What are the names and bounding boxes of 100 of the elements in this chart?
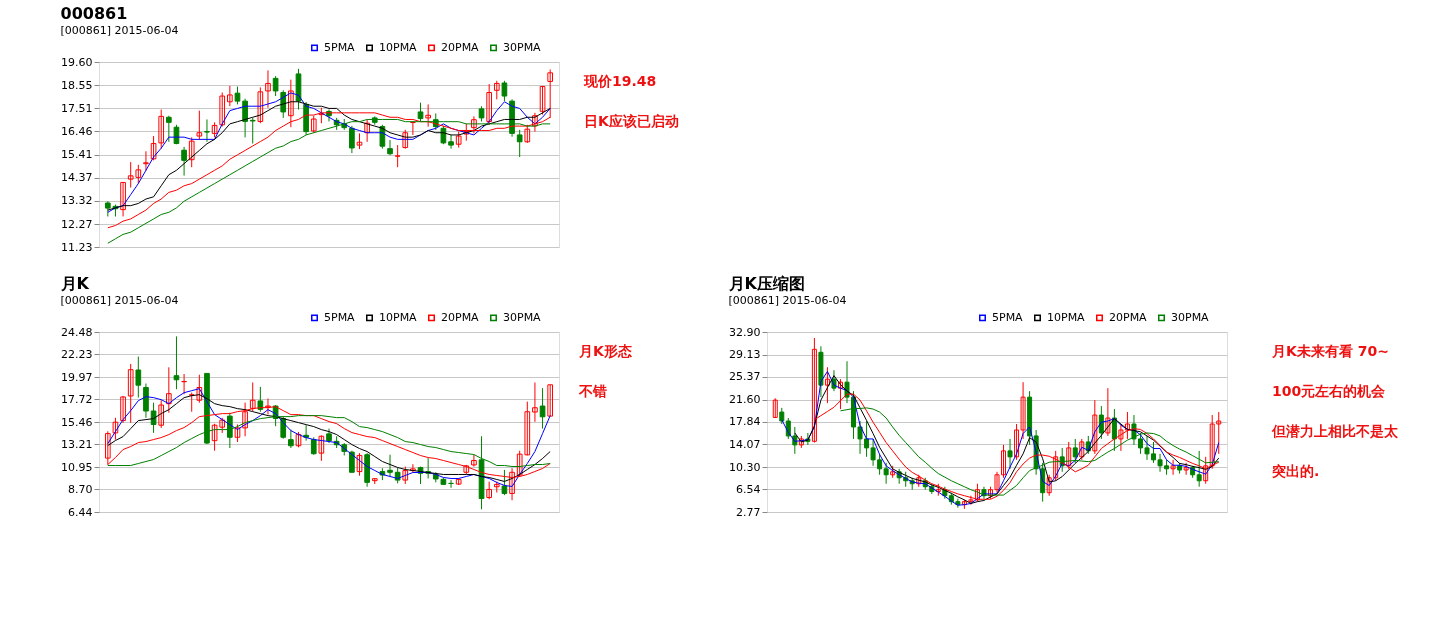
candlestick (824, 366, 830, 404)
candlestick (1105, 387, 1111, 437)
y-tick-label: 19.97 (61, 370, 93, 384)
candlestick (288, 429, 294, 449)
candlestick (204, 118, 210, 143)
candlestick (135, 356, 142, 399)
candlestick (501, 80, 508, 102)
text: 现价19.48 (583, 73, 657, 89)
y-tick-label: 8.70 (68, 482, 93, 496)
legend-label: 30PMA (503, 310, 542, 324)
y-tick-label: 6.54 (736, 482, 761, 496)
candlestick (120, 395, 126, 424)
y-tick-label: 21.60 (729, 393, 761, 407)
candlestick (1203, 456, 1209, 485)
candlestick (1170, 459, 1176, 476)
candlestick (1066, 441, 1072, 470)
candlestick (1072, 438, 1078, 464)
candlestick (394, 144, 401, 168)
y-tick-label: 24.48 (61, 325, 93, 339)
candlestick (539, 387, 546, 430)
candlestick (143, 150, 149, 172)
candlestick (448, 479, 454, 489)
legend-label: 30PMA (1171, 310, 1210, 324)
candlestick (356, 452, 363, 477)
y-tick-label: 18.55 (61, 78, 93, 92)
y-tick-label: 17.84 (729, 415, 761, 429)
candlestick (158, 399, 165, 429)
legend-label: 20PMA (441, 40, 480, 54)
y-tick-label: 25.37 (729, 370, 761, 384)
candlestick (410, 463, 416, 473)
candlestick (181, 146, 187, 177)
candlestick (516, 129, 523, 158)
candlestick (257, 86, 264, 124)
candlestick (486, 83, 493, 126)
y-tick-label: 17.51 (61, 101, 93, 115)
y-tick-label: 15.46 (61, 415, 93, 429)
candlestick (501, 469, 508, 496)
y-tick-label: 10.95 (61, 460, 93, 474)
candlestick (524, 124, 531, 144)
candlestick (249, 117, 256, 145)
y-tick-label: 14.37 (61, 171, 93, 185)
candlestick (127, 363, 134, 424)
candlestick (539, 85, 546, 116)
y-tick-label: 32.90 (729, 325, 761, 339)
text: 不错 (578, 383, 607, 399)
y-tick-label: 2.77 (736, 505, 761, 519)
candlestick (1007, 438, 1013, 470)
candlestick (772, 397, 778, 419)
candlestick (196, 374, 203, 404)
candlestick (402, 129, 409, 150)
legend-label: 30PMA (503, 40, 542, 54)
candlestick (242, 98, 248, 138)
candlestick (532, 381, 538, 423)
candlestick (165, 115, 172, 143)
text: 突出的. (1271, 463, 1320, 479)
y-tick-label: 11.23 (61, 240, 93, 254)
chart-subtitle: [000861] 2015-06-04 (60, 24, 179, 37)
candlestick (547, 384, 554, 417)
candlestick (173, 335, 180, 390)
y-tick-label: 29.13 (729, 348, 761, 362)
candlestick (1196, 450, 1202, 488)
candlestick (364, 119, 370, 143)
y-tick-label: 13.21 (61, 437, 93, 451)
candlestick (227, 85, 233, 107)
y-tick-label: 14.07 (729, 437, 761, 451)
text: 月K形态 (578, 343, 632, 359)
candlestick (120, 181, 126, 217)
candlestick (150, 402, 157, 434)
y-tick-label: 19.60 (61, 55, 93, 69)
legend-label: 20PMA (441, 310, 480, 324)
text: 日K应该已启动 (584, 113, 679, 129)
candlestick (272, 75, 279, 97)
chart-title: 月K (59, 274, 90, 293)
text: 100元左右的机会 (1272, 383, 1387, 399)
y-tick-label: 13.32 (61, 194, 93, 208)
candlestick (196, 110, 203, 141)
y-tick-label: 15.41 (61, 148, 93, 162)
candlestick (1092, 399, 1098, 455)
y-tick-label: 16.46 (61, 124, 93, 138)
candlestick (1098, 405, 1104, 440)
legend-label: 10PMA (379, 310, 418, 324)
candlestick (349, 125, 355, 154)
chart-subtitle: [000861] 2015-06-04 (60, 294, 179, 307)
legend-label: 5PMA (992, 310, 1024, 324)
y-tick-label: 6.44 (68, 505, 93, 519)
candlestick (448, 134, 454, 150)
y-tick-label: 17.72 (61, 392, 93, 406)
candlestick (471, 454, 477, 468)
y-tick-label: 10.30 (729, 460, 761, 474)
legend-label: 10PMA (1047, 310, 1086, 324)
candlestick (387, 454, 393, 478)
candlestick (471, 115, 477, 134)
candlestick (219, 92, 226, 128)
legend-label: 10PMA (379, 40, 418, 54)
y-tick-label: 22.23 (61, 347, 93, 361)
legend-label: 5PMA (324, 40, 356, 54)
candlestick (143, 382, 149, 419)
candlestick (1183, 462, 1189, 476)
candlestick (188, 136, 195, 168)
text: 但潜力上相比不是太 (1271, 423, 1399, 439)
